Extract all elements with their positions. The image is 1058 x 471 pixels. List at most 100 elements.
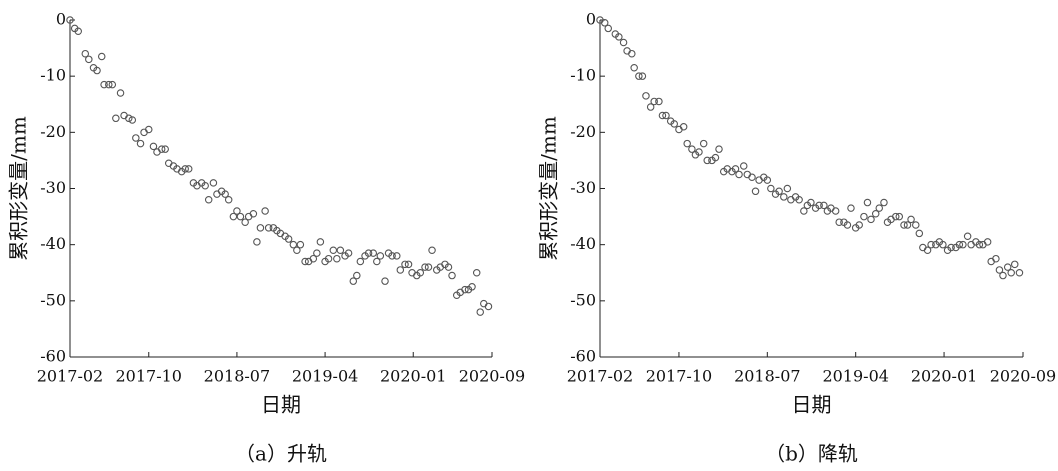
point: [105, 80, 113, 89]
x-tick-label: 2020-09: [459, 367, 525, 386]
point: [751, 187, 760, 196]
point: [907, 215, 915, 224]
point: [221, 190, 229, 198]
point: [356, 257, 365, 266]
point: [184, 165, 193, 173]
point: [875, 204, 884, 212]
point: [780, 193, 788, 201]
point: [895, 212, 904, 221]
point: [963, 232, 972, 240]
point: [289, 240, 298, 249]
point: [316, 238, 325, 246]
point: [955, 240, 964, 249]
point: [767, 184, 775, 193]
point: [999, 271, 1007, 280]
point: [97, 52, 106, 61]
point: [1015, 268, 1024, 277]
x-tick-label: 2018-07: [734, 367, 800, 386]
point: [324, 254, 333, 263]
point: [157, 145, 166, 153]
x-tick-label: 2020-01: [911, 367, 977, 386]
point: [735, 170, 743, 179]
point: [959, 240, 967, 249]
point: [683, 139, 691, 148]
point: [253, 238, 261, 246]
point: [261, 207, 269, 215]
point: [393, 252, 401, 260]
point: [903, 221, 912, 229]
point: [939, 240, 947, 249]
point: [428, 246, 436, 255]
point: [658, 111, 667, 120]
point: [638, 72, 647, 80]
point: [448, 271, 456, 280]
point: [404, 260, 413, 269]
point: [472, 268, 481, 277]
point: [100, 80, 108, 89]
point: [336, 246, 345, 255]
point: [642, 92, 650, 100]
x-tick-label: 2017-02: [567, 367, 633, 386]
y-tick-label: -50: [570, 290, 596, 309]
point: [695, 148, 703, 156]
point: [800, 207, 808, 215]
point: [1007, 268, 1015, 277]
point: [364, 249, 373, 257]
point: [181, 165, 189, 173]
point: [619, 38, 628, 47]
point: [847, 204, 855, 212]
point: [1003, 263, 1012, 271]
x-tick-label: 2017-10: [116, 367, 182, 386]
point: [136, 139, 145, 148]
point: [149, 142, 158, 151]
point: [600, 19, 609, 27]
point: [461, 285, 469, 294]
point: [125, 114, 133, 123]
point: [995, 266, 1004, 274]
point: [880, 198, 888, 207]
point: [795, 195, 803, 204]
point: [416, 268, 425, 277]
point: [715, 145, 723, 153]
point: [329, 246, 338, 255]
y-tick-label: -30: [40, 178, 66, 197]
y-tick-label: -60: [570, 347, 596, 366]
point: [1011, 260, 1019, 269]
caption: （b）降轨: [765, 442, 858, 466]
point: [204, 195, 213, 204]
point: [241, 218, 249, 226]
point: [313, 249, 321, 257]
point: [309, 254, 318, 263]
point: [236, 212, 245, 221]
point: [646, 103, 655, 111]
point: [284, 235, 293, 243]
x-tick-label: 2019-04: [292, 367, 358, 386]
point: [401, 260, 409, 269]
point: [871, 210, 880, 218]
y-tick-label: -50: [40, 290, 66, 309]
point: [484, 302, 493, 311]
y-tick-label: 0: [56, 10, 66, 29]
point: [843, 221, 852, 229]
point: [783, 184, 792, 193]
point: [344, 249, 353, 257]
point: [353, 271, 361, 280]
y-tick-label: -10: [570, 66, 596, 85]
point: [349, 277, 358, 285]
point: [923, 246, 932, 255]
x-tick-label: 2020-01: [380, 367, 446, 386]
y-tick-label: -40: [570, 234, 596, 253]
y-tick-label: -10: [40, 66, 66, 85]
point: [209, 179, 218, 187]
point: [224, 195, 233, 204]
point: [229, 212, 238, 221]
point: [296, 240, 305, 249]
point: [293, 246, 301, 255]
point: [763, 176, 772, 184]
y-tick-label: -20: [40, 122, 66, 141]
point: [381, 277, 389, 285]
point: [679, 122, 688, 131]
point: [233, 207, 241, 215]
point: [66, 16, 74, 24]
point: [128, 116, 137, 124]
